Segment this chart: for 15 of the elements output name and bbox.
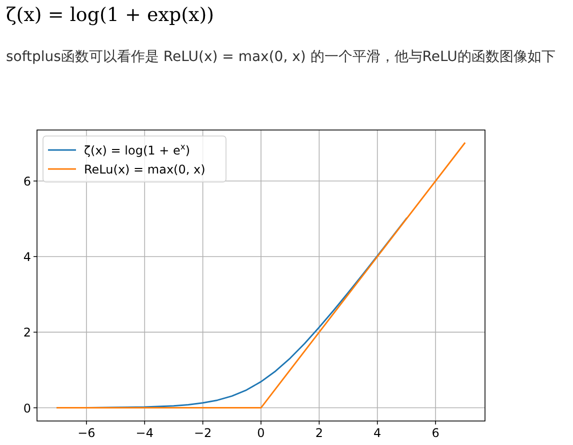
x-tick-label: 2 [315, 426, 323, 440]
chart-subtitle: softplus函数可以看作是 ReLU(x) = max(0, x) 的一个平滑，他与ReLU的函数图像如下 [6, 48, 556, 67]
x-tick-label: −4 [136, 426, 154, 440]
legend-label: ζ(x) = log(1 + e$^{x}$) [84, 142, 190, 158]
x-tick-label: −6 [78, 426, 96, 440]
x-tick-label: −2 [194, 426, 212, 440]
legend-label: ReLu(x) = max(0, x) [84, 162, 206, 176]
x-tick-label: 0 [257, 426, 265, 440]
x-tick-label: 4 [374, 426, 382, 440]
chart-title: ζ(x) = log(1 + exp(x)) [6, 4, 214, 26]
y-tick-label: 0 [23, 401, 31, 416]
y-tick-label: 6 [23, 174, 31, 189]
y-tick-label: 4 [23, 250, 31, 264]
x-tick-label: 6 [432, 426, 440, 440]
y-tick-label: 2 [23, 326, 31, 340]
